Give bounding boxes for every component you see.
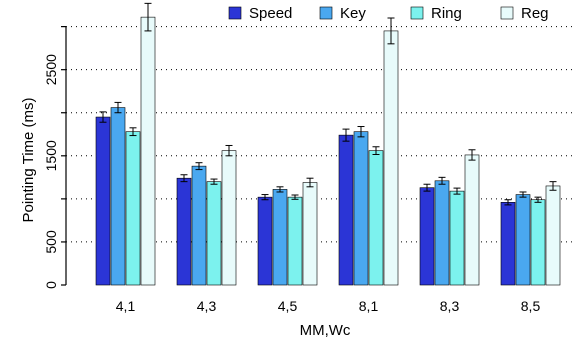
bar-ring <box>449 190 465 286</box>
bar-reg <box>464 154 480 286</box>
bar-key <box>110 107 126 286</box>
y-tick-label: 500 <box>43 230 59 254</box>
x-tick-label: 4,5 <box>278 298 298 314</box>
y-tick-label: 0 <box>43 281 59 289</box>
bar-ring <box>206 181 222 286</box>
legend-label: Ring <box>431 5 462 22</box>
y-tick-label: 2500 <box>43 54 59 85</box>
legend-swatch <box>319 6 333 20</box>
bar-speed <box>257 196 273 286</box>
legend-label: Reg <box>521 5 549 22</box>
x-tick-label: 8,3 <box>440 298 460 314</box>
legend-swatch <box>500 6 514 20</box>
x-axis-label: MM,Wc <box>300 322 351 339</box>
legend-label: Speed <box>249 5 292 22</box>
bar-reg <box>302 182 318 286</box>
bar-ring <box>287 196 303 286</box>
bar-reg <box>383 30 399 286</box>
bar-speed <box>176 177 192 286</box>
legend: Speed Key Ring Reg <box>228 5 549 22</box>
bar-key <box>515 194 531 286</box>
bar-key <box>191 165 207 286</box>
y-tick-label: 1500 <box>43 140 59 171</box>
legend-label: Key <box>340 5 366 22</box>
bar-ring <box>530 199 546 286</box>
bar-speed <box>95 116 111 286</box>
x-tick-label: 8,5 <box>521 298 541 314</box>
bar-reg <box>221 150 237 286</box>
bar-reg <box>545 185 561 286</box>
x-tick-label: 4,1 <box>116 298 136 314</box>
x-tick-label: 4,3 <box>197 298 217 314</box>
legend-swatch <box>228 6 242 20</box>
bar-speed <box>500 202 516 286</box>
y-axis-label: Pointing Time (ms) <box>20 97 37 222</box>
axes: 0 500 1500 2500 4,1 4,3 4,5 8,1 8,3 8,5 <box>43 26 541 314</box>
bar-key <box>353 131 369 286</box>
legend-item-reg: Reg <box>500 5 549 22</box>
legend-item-speed: Speed <box>228 5 292 22</box>
legend-item-ring: Ring <box>410 5 462 22</box>
x-tick-label: 8,1 <box>359 298 379 314</box>
bar-key <box>434 180 450 286</box>
bars <box>95 2 561 286</box>
legend-swatch <box>410 6 424 20</box>
bar-ring <box>125 131 141 286</box>
bar-reg <box>140 16 156 286</box>
bar-key <box>272 189 288 286</box>
legend-item-key: Key <box>319 5 366 22</box>
bar-ring <box>368 150 384 286</box>
bar-speed <box>419 187 435 286</box>
bar-speed <box>338 134 354 286</box>
